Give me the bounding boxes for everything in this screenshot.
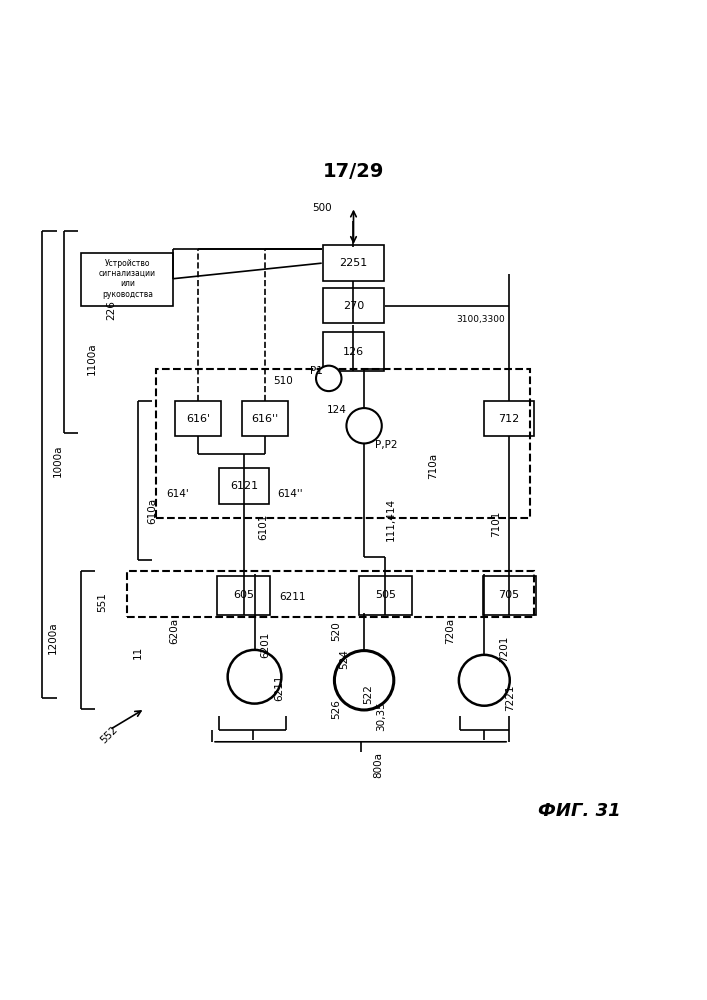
Circle shape: [334, 651, 394, 710]
Text: 111,414: 111,414: [385, 498, 395, 541]
Text: P1: P1: [310, 366, 322, 376]
Text: 6211: 6211: [274, 674, 284, 701]
Text: 524: 524: [339, 649, 349, 669]
Text: 7201: 7201: [499, 635, 509, 662]
Circle shape: [459, 655, 510, 706]
Text: 270: 270: [343, 301, 364, 311]
FancyBboxPatch shape: [324, 332, 383, 371]
Text: 552: 552: [99, 724, 120, 745]
Text: 505: 505: [375, 590, 396, 600]
Text: 17/29: 17/29: [323, 162, 384, 181]
Text: 526: 526: [331, 699, 341, 719]
Text: 30,35: 30,35: [376, 701, 386, 731]
Text: 620a: 620a: [170, 618, 180, 644]
Text: 510: 510: [274, 376, 293, 386]
Text: 522: 522: [363, 684, 373, 704]
Text: 6101: 6101: [258, 514, 268, 540]
Text: 520: 520: [331, 621, 341, 641]
FancyBboxPatch shape: [324, 245, 383, 281]
Text: 7101: 7101: [491, 510, 501, 537]
Text: 712: 712: [498, 414, 520, 424]
FancyBboxPatch shape: [81, 253, 173, 306]
Text: 705: 705: [498, 590, 520, 600]
Text: 614': 614': [167, 489, 189, 499]
Text: 6121: 6121: [230, 481, 258, 491]
Text: P,P2: P,P2: [375, 440, 397, 450]
Text: 1200a: 1200a: [48, 622, 58, 654]
Text: 1100a: 1100a: [87, 342, 97, 375]
Text: 2251: 2251: [339, 258, 368, 268]
Text: 614'': 614'': [277, 489, 303, 499]
FancyBboxPatch shape: [324, 288, 383, 323]
Text: 551: 551: [98, 593, 107, 612]
Text: 1000a: 1000a: [53, 445, 63, 477]
FancyBboxPatch shape: [484, 401, 534, 436]
Text: 6211: 6211: [279, 592, 305, 602]
FancyBboxPatch shape: [242, 401, 288, 436]
FancyBboxPatch shape: [359, 576, 411, 615]
Text: 11: 11: [133, 645, 143, 659]
FancyBboxPatch shape: [175, 401, 221, 436]
Text: 124: 124: [327, 405, 346, 415]
Text: 720a: 720a: [445, 618, 455, 644]
Text: 3100,3300: 3100,3300: [456, 315, 505, 324]
FancyBboxPatch shape: [218, 576, 270, 615]
Text: 605: 605: [233, 590, 255, 600]
Text: Устройство
сигнализации
или
руководства: Устройство сигнализации или руководства: [99, 259, 156, 299]
Text: 6201: 6201: [260, 632, 270, 658]
Text: ФИГ. 31: ФИГ. 31: [539, 802, 621, 820]
Text: 800a: 800a: [373, 752, 383, 778]
Circle shape: [346, 408, 382, 443]
FancyBboxPatch shape: [219, 468, 269, 504]
Text: 616': 616': [186, 414, 210, 424]
Text: 710a: 710a: [428, 453, 438, 479]
Text: 226: 226: [107, 301, 117, 320]
Circle shape: [316, 366, 341, 391]
Text: 7221: 7221: [505, 685, 515, 711]
Text: 616'': 616'': [252, 414, 279, 424]
Text: 610a: 610a: [147, 498, 157, 524]
Circle shape: [228, 650, 281, 704]
Text: 500: 500: [312, 203, 332, 213]
FancyBboxPatch shape: [482, 576, 535, 615]
Text: 126: 126: [343, 347, 364, 357]
